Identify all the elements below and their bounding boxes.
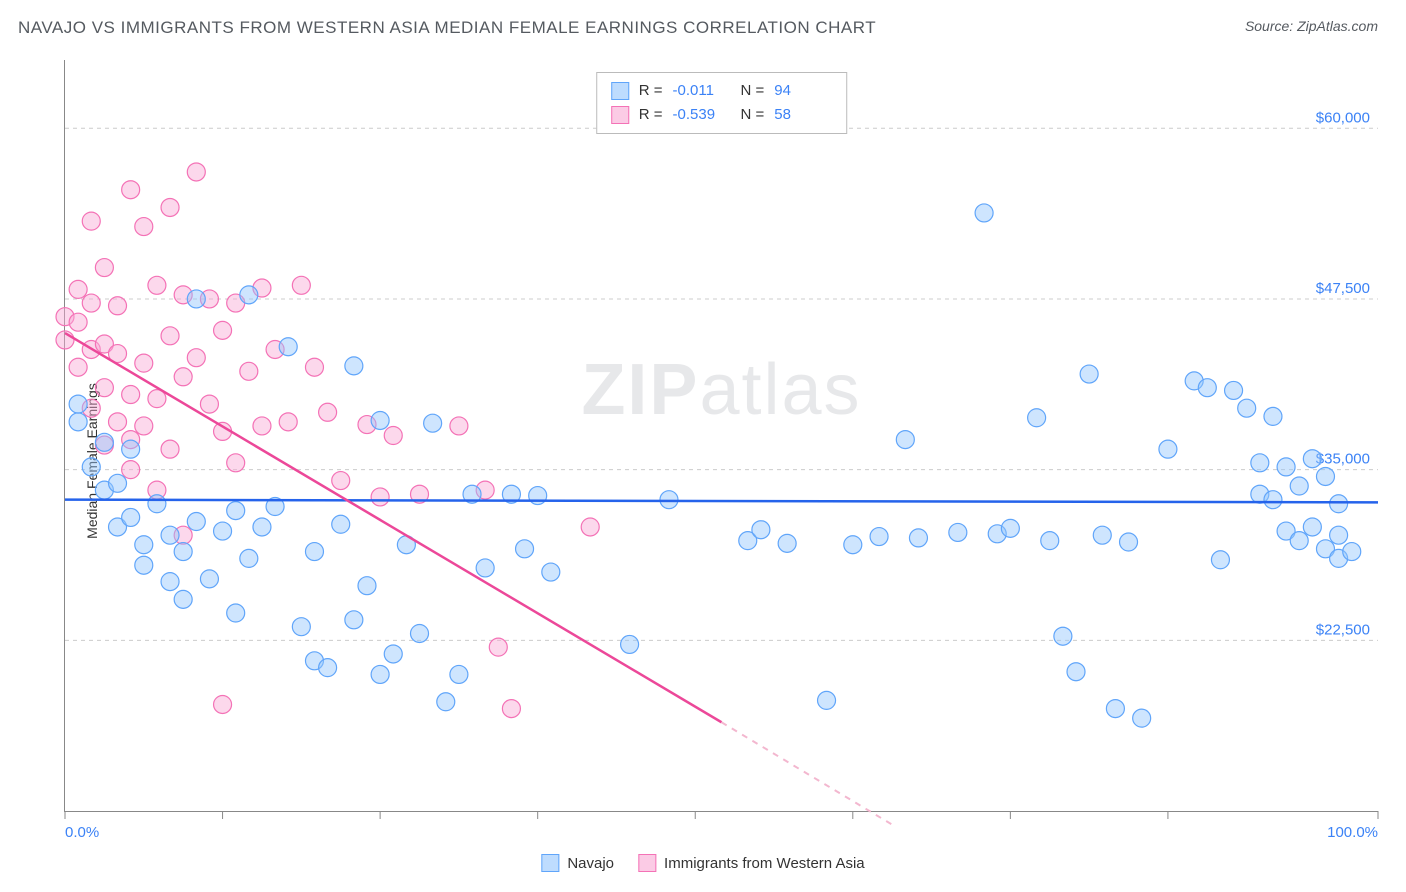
svg-text:$47,500: $47,500: [1316, 280, 1370, 297]
svg-text:$22,500: $22,500: [1316, 621, 1370, 638]
svg-text:$60,000: $60,000: [1316, 109, 1370, 126]
stats-legend-box: R = -0.011 N = 94 R = -0.539 N = 58: [596, 72, 848, 134]
plot-area: ZIPatlas $22,500$35,000$47,500$60,0000.0…: [64, 60, 1378, 812]
legend-swatch-pink: [638, 854, 656, 872]
legend-item-navajo: Navajo: [541, 854, 614, 872]
svg-text:100.0%: 100.0%: [1327, 824, 1378, 841]
source-attribution: Source: ZipAtlas.com: [1245, 18, 1378, 34]
chart-title: NAVAJO VS IMMIGRANTS FROM WESTERN ASIA M…: [18, 18, 876, 38]
svg-text:$35,000: $35,000: [1316, 451, 1370, 468]
chart-container: Median Female Earnings ZIPatlas $22,500$…: [18, 50, 1388, 872]
chart-svg: $22,500$35,000$47,500$60,0000.0%100.0%: [65, 60, 1378, 811]
swatch-blue: [611, 82, 629, 100]
legend-item-western-asia: Immigrants from Western Asia: [638, 854, 865, 872]
stats-row-series1: R = -0.011 N = 94: [611, 79, 833, 103]
legend-bottom: Navajo Immigrants from Western Asia: [541, 854, 864, 872]
legend-swatch-blue: [541, 854, 559, 872]
stats-row-series2: R = -0.539 N = 58: [611, 103, 833, 127]
svg-text:0.0%: 0.0%: [65, 824, 99, 841]
swatch-pink: [611, 106, 629, 124]
